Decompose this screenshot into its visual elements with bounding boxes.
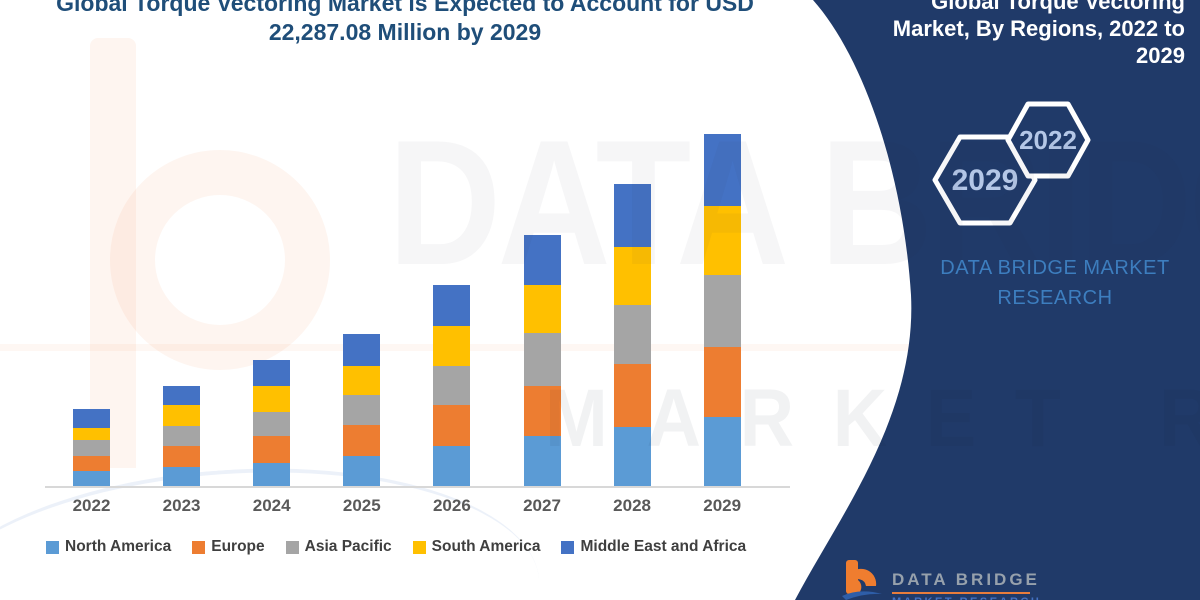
chart-title-line1: Global Torque Vectoring Market is Expect… (56, 0, 754, 16)
watermark-orange-band (0, 344, 1200, 351)
legend-swatch-icon (46, 540, 59, 554)
bar-segment (343, 424, 381, 457)
bar-segment (613, 426, 651, 487)
legend-item: North America (46, 538, 171, 556)
bar-segment (163, 404, 201, 426)
bar-segment (73, 427, 110, 441)
bar-segment (433, 445, 471, 487)
bar-2025 (343, 334, 381, 487)
x-axis-label-2025: 2025 (342, 496, 381, 515)
panel-title: Global Torque Vectoring Market, By Regio… (845, 0, 1185, 69)
legend-label: Asia Pacific (304, 538, 392, 555)
bar-segment (73, 440, 110, 456)
panel-brand-text: DATA BRIDGE MARKET RESEARCH (905, 253, 1200, 313)
bar-2023 (163, 385, 201, 487)
bar-segment (523, 385, 561, 437)
hexagon-2022 (1005, 101, 1091, 179)
bar-segment (253, 359, 291, 387)
bar-segment (523, 234, 561, 286)
bar-segment (613, 183, 651, 247)
x-axis-label-2024: 2024 (252, 496, 291, 515)
bar-segment (703, 346, 741, 418)
bar-segment (253, 463, 291, 487)
legend-label: North America (65, 538, 172, 555)
legend-label: Middle East and Africa (580, 538, 747, 555)
bar-segment (523, 285, 561, 334)
bar-segment (73, 471, 110, 487)
bar-2026 (433, 285, 471, 487)
legend-item: Asia Pacific (285, 538, 392, 556)
bar-segment (73, 455, 110, 472)
panel-title-line1: Global Torque Vectoring (931, 0, 1185, 14)
legend-item: Europe (192, 538, 265, 556)
bar-2024 (253, 359, 291, 487)
legend-label: Europe (211, 538, 265, 555)
bar-segment (523, 333, 561, 386)
panel-title-line2: Market, By Regions, 2022 to (892, 16, 1185, 41)
x-axis-label-2027: 2027 (523, 496, 561, 515)
x-axis-line (45, 486, 790, 488)
bar-segment (703, 275, 741, 347)
bar-segment (253, 436, 291, 464)
legend-item: South America (412, 538, 541, 556)
bar-segment (433, 326, 471, 367)
hexagon-2022-label: 2022 (1019, 125, 1077, 155)
chart-legend: North America Europe Asia Pacific South Ame… (46, 538, 776, 556)
legend-swatch-icon (285, 540, 299, 554)
bar-segment (343, 334, 381, 366)
x-axis-label-2022: 2022 (72, 496, 111, 515)
x-axis-label-2028: 2028 (613, 496, 651, 515)
chart-title-line2: 22,287.08 Million by 2029 (268, 19, 542, 45)
x-axis-label-2026: 2026 (432, 496, 471, 515)
bar-segment (703, 134, 741, 207)
panel-title-line3: 2029 (1136, 43, 1185, 68)
footer-logo: DATA BRIDGE MARKET RESEARCH (840, 558, 1200, 600)
bar-segment (343, 394, 381, 425)
bar-segment (163, 446, 201, 467)
bar-segment (703, 206, 741, 276)
bar-segment (523, 436, 561, 487)
bar-segment (163, 466, 201, 487)
hexagon-2029-label: 2029 (952, 164, 1019, 197)
bar-segment (343, 456, 381, 487)
legend-swatch-icon (412, 540, 426, 554)
bar-segment (163, 425, 201, 447)
chart-title: Global Torque Vectoring Market is Expect… (40, 0, 770, 47)
hexagons-graphic: 2029 2022 (932, 101, 1091, 226)
bar-segment (163, 385, 201, 405)
footer-logo-underline (892, 592, 1030, 594)
bar-segment (613, 246, 651, 306)
x-axis-label-2023: 2023 (162, 496, 201, 515)
bar-2028 (613, 183, 651, 487)
bar-segment (253, 386, 291, 412)
bar-2029 (703, 134, 741, 487)
legend-swatch-icon (192, 540, 206, 554)
bar-segment (433, 366, 471, 405)
legend-item: Middle East and Africa (561, 538, 746, 556)
legend-label: South America (431, 538, 541, 555)
x-axis-label-2029: 2029 (703, 496, 742, 515)
plot-area: 2022 2023 2024 2025 2026 2027 2028 2029 (72, 134, 742, 515)
bar-segment (253, 411, 291, 437)
footer-logo-b-icon (842, 560, 882, 600)
bar-segment (433, 404, 471, 446)
bar-segment (343, 365, 381, 395)
bar-segment (433, 285, 471, 327)
panel-brand-line1: DATA BRIDGE MARKET (940, 257, 1170, 279)
bar-2027 (523, 234, 561, 487)
bar-2022 (73, 409, 110, 487)
footer-logo-subtitle: MARKET RESEARCH (892, 596, 1041, 600)
bar-segment (703, 417, 741, 487)
legend-swatch-icon (561, 540, 575, 554)
bar-segment (613, 305, 651, 364)
footer-logo-name: DATA BRIDGE (892, 570, 1040, 589)
bar-segment (73, 409, 110, 428)
panel-brand-line2: RESEARCH (997, 287, 1113, 309)
bar-segment (613, 363, 651, 427)
hexagon-2029 (932, 134, 1038, 226)
